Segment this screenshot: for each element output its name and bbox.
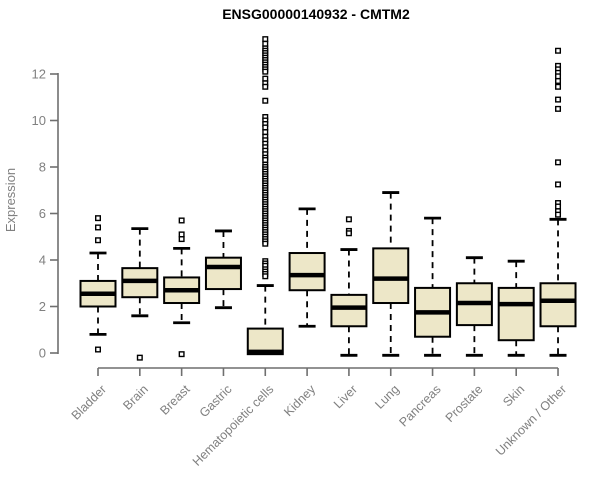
outlier-point [262,75,269,82]
iqr-box [288,252,326,292]
outlier-point [555,105,562,112]
box-skin [497,259,535,357]
x-category-label-skin: Skin [500,382,527,409]
y-tick-label: 12 [32,67,46,82]
box-gastric [204,229,242,310]
outlier-point [178,236,185,243]
outlier-point [94,224,101,231]
x-category-label-hematopoietic-cells: Hematopoietic cells [190,382,277,469]
iqr-box [372,247,410,305]
iqr-box [330,293,368,328]
iqr-box [204,256,242,291]
outlier-point [178,351,185,358]
outlier-point [262,36,269,43]
outlier-point [262,97,269,104]
box-unknown-other [539,47,577,357]
outlier-point [345,216,352,223]
x-category-label-liver: Liver [331,382,360,411]
outlier-point [262,240,269,247]
outlier-point [262,68,269,75]
outlier-point [555,83,562,90]
y-tick-label: 2 [39,299,46,314]
outlier-point [262,157,269,164]
outlier-point [345,230,352,237]
box-breast [163,217,201,358]
outlier-point [555,159,562,166]
iqr-box [497,286,535,342]
box-kidney [288,207,326,328]
x-category-label-lung: Lung [372,382,402,412]
x-category-label-pancreas: Pancreas [396,382,443,429]
outlier-point [262,83,269,90]
y-tick-label: 10 [32,113,46,128]
box-hematopoietic-cells [246,36,284,356]
y-tick-label: 8 [39,160,46,175]
x-category-label-breast: Breast [157,382,193,418]
outlier-point [94,237,101,244]
box-bladder [79,215,117,353]
outlier-point [178,217,185,224]
x-category-label-unknown-other: Unknown / Other [493,382,569,458]
outlier-point [555,181,562,188]
outlier-point [555,47,562,54]
y-tick-label: 0 [39,346,46,361]
outlier-point [178,231,185,238]
outlier-point [94,346,101,353]
iqr-box [539,282,577,328]
y-tick-label: 6 [39,206,46,221]
outlier-point [555,211,562,218]
outlier-point [555,73,562,80]
outlier-point [555,77,562,84]
y-axis-title: Expression [3,168,18,232]
chart-title: ENSG00000140932 - CMTM2 [222,6,410,22]
outlier-point [555,96,562,103]
y-tick-label: 4 [39,253,46,268]
box-pancreas [414,216,452,357]
x-category-label-brain: Brain [120,382,151,413]
outlier-point [262,273,269,280]
box-prostate [455,256,493,357]
outlier-point [262,124,269,131]
outlier-point [555,203,562,210]
x-category-label-prostate: Prostate [443,382,486,425]
x-category-label-gastric: Gastric [197,382,235,420]
outlier-point [94,215,101,222]
outlier-point [262,40,269,47]
x-category-label-kidney: Kidney [281,382,318,419]
outlier-point [136,354,143,361]
x-category-label-bladder: Bladder [69,382,109,422]
box-brain [121,227,159,361]
outlier-point [262,129,269,136]
box-liver [330,216,368,357]
box-lung [372,191,410,357]
